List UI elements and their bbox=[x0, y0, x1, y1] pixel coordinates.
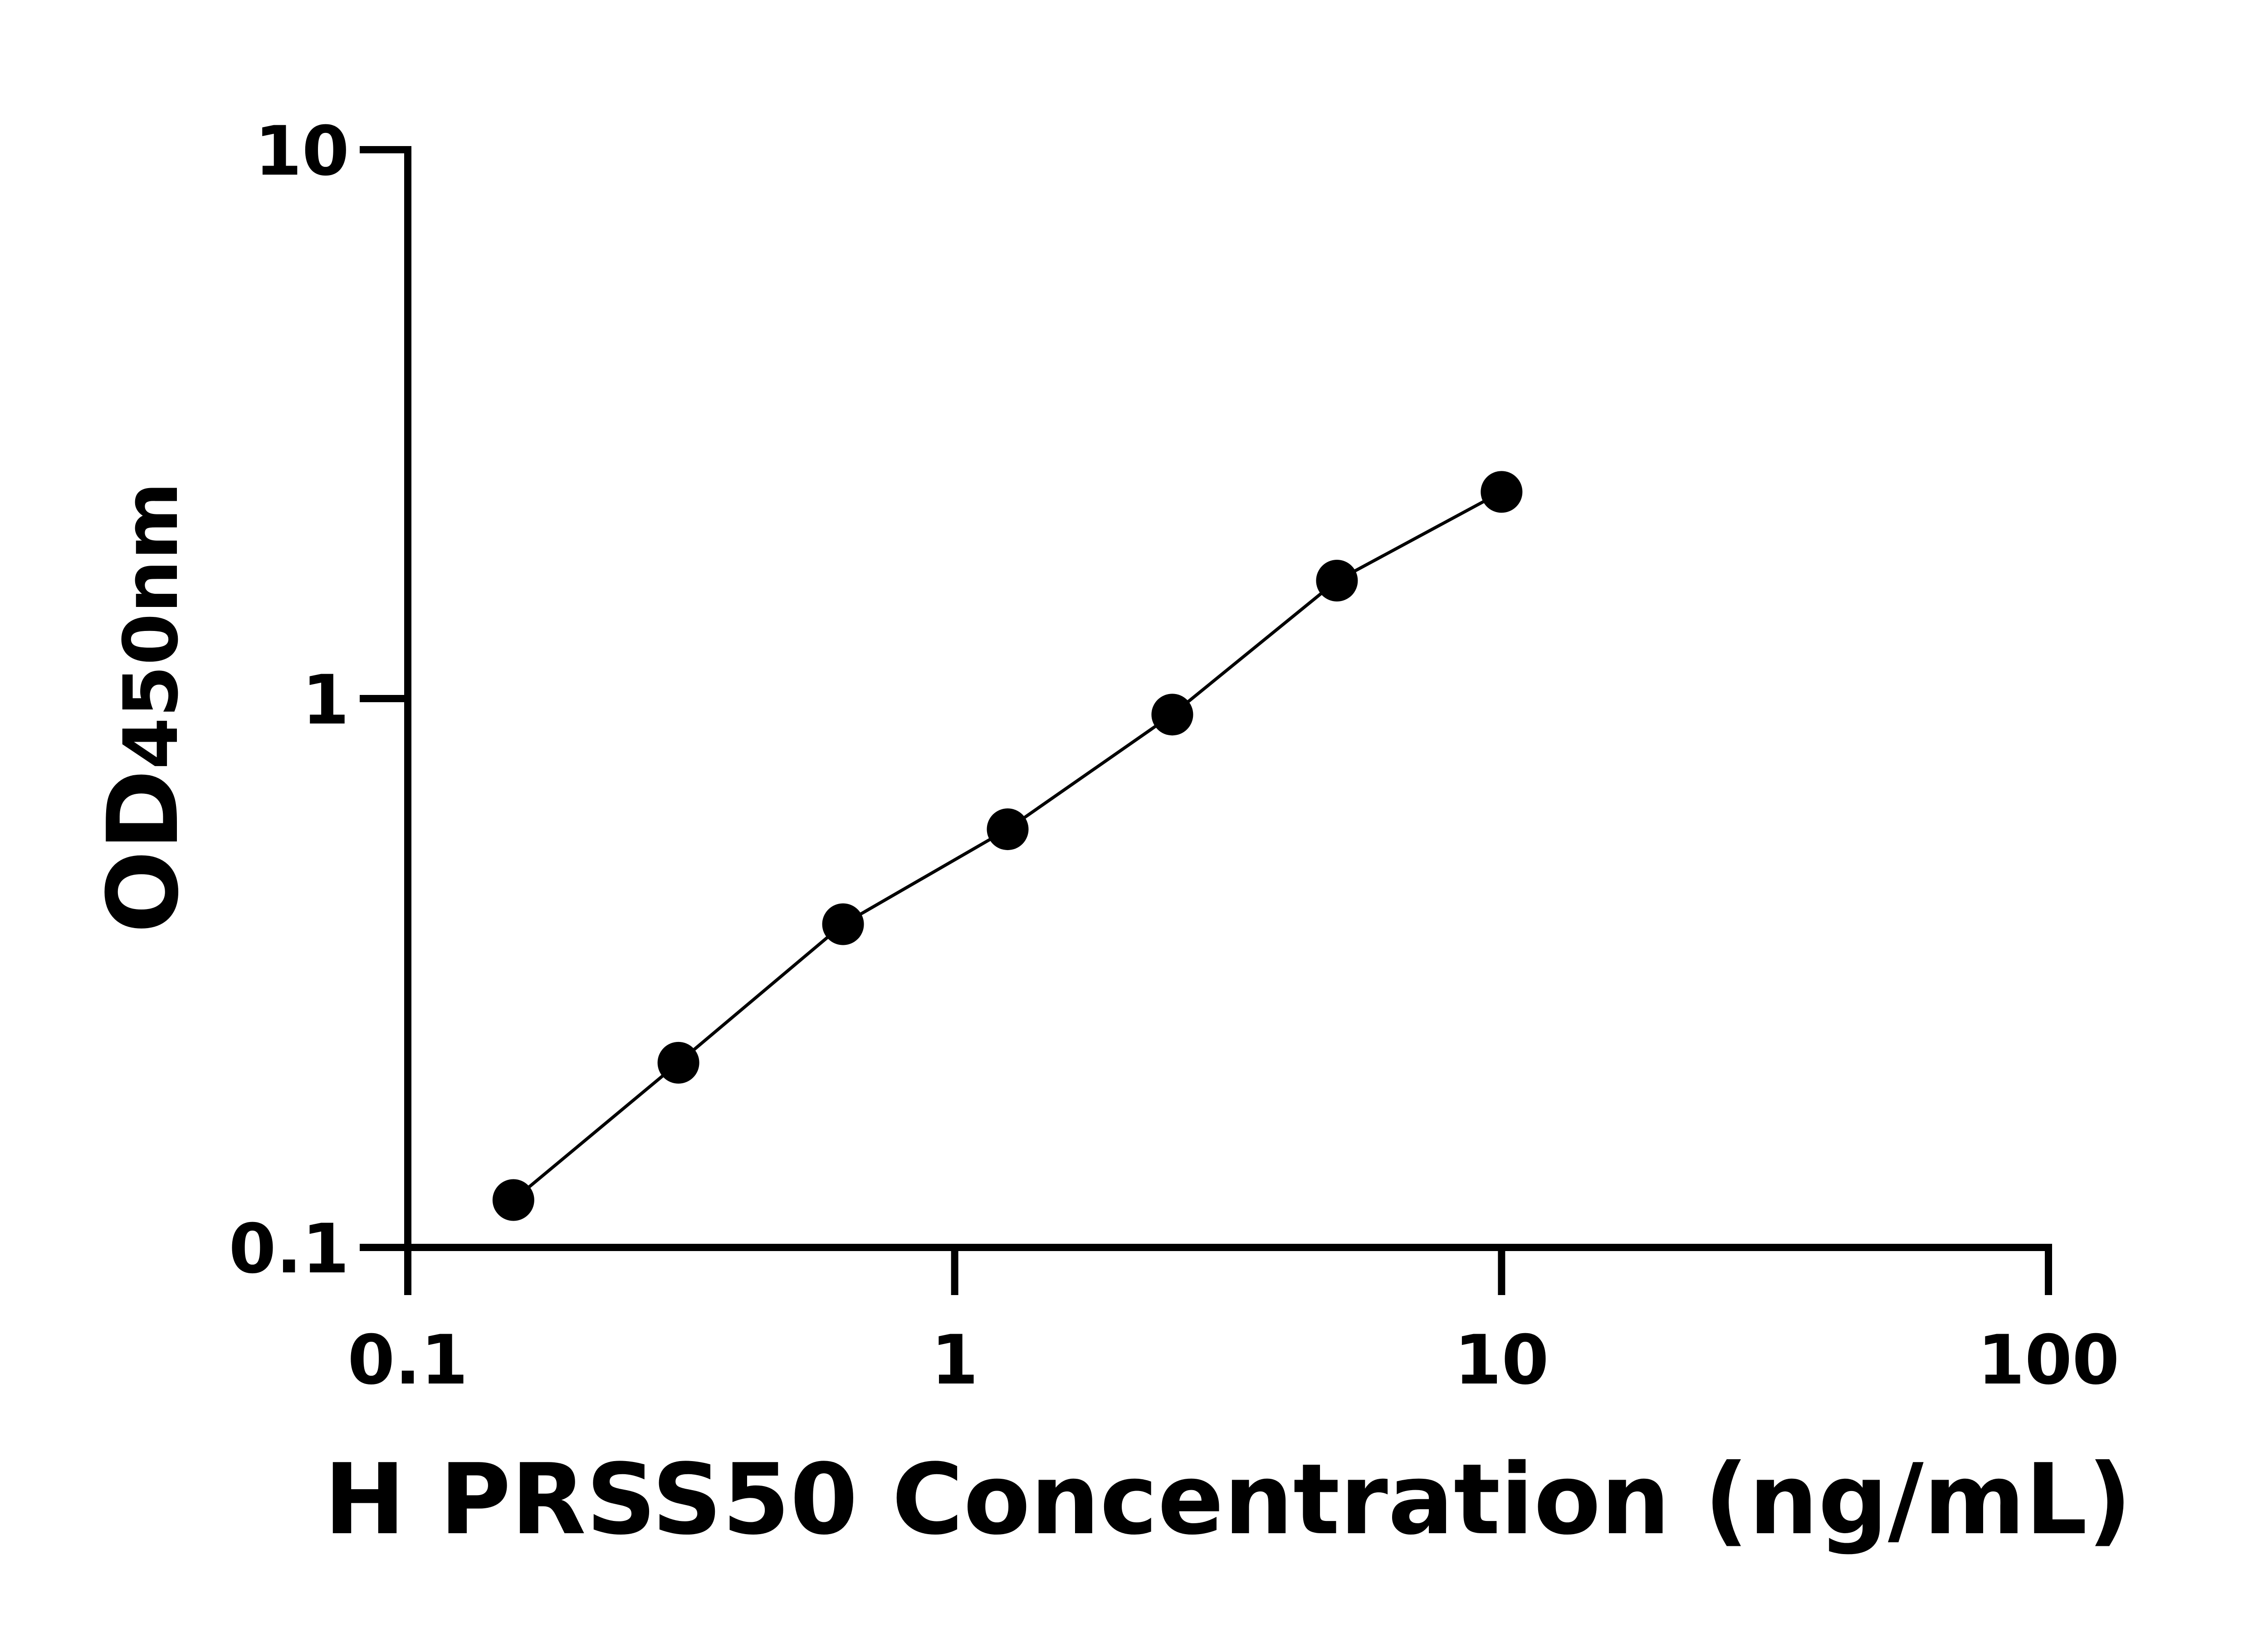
y-axis-title: OD450nm bbox=[86, 482, 200, 933]
y-axis-title-sub: 450nm bbox=[108, 482, 195, 769]
x-tick-label: 10 bbox=[1454, 1321, 1549, 1400]
y-tick-label: 1 bbox=[302, 661, 349, 740]
data-point bbox=[492, 1179, 534, 1221]
x-axis-title: H PRSS50 Concentration (ng/mL) bbox=[324, 1442, 2132, 1556]
x-tick-label: 0.1 bbox=[347, 1321, 468, 1400]
data-point bbox=[1316, 560, 1358, 602]
y-axis-title-main: OD bbox=[86, 769, 200, 933]
data-point bbox=[822, 903, 864, 945]
data-point bbox=[657, 1041, 699, 1084]
y-tick-label: 0.1 bbox=[229, 1210, 349, 1289]
x-tick-label: 100 bbox=[1977, 1321, 2119, 1400]
data-point bbox=[1151, 694, 1193, 736]
data-point bbox=[987, 808, 1029, 851]
y-tick-label: 10 bbox=[254, 112, 349, 191]
data-point bbox=[1481, 471, 1523, 513]
x-tick-label: 1 bbox=[931, 1321, 978, 1400]
